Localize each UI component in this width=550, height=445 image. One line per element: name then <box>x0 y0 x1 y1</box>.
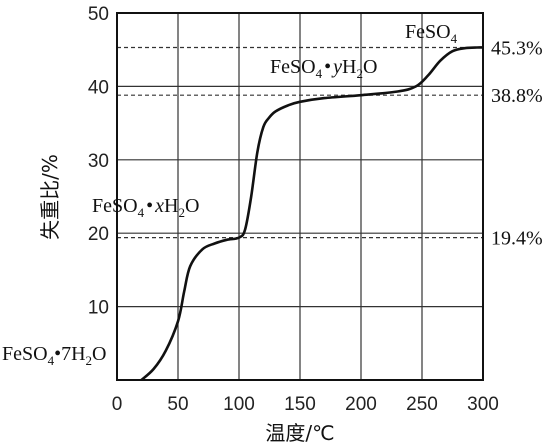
y-tick-label: 40 <box>88 77 109 98</box>
x-tick-label: 300 <box>467 394 499 415</box>
annotation-heptahydrate: FeSO4•7H2O <box>2 343 106 368</box>
reference-lines <box>117 46 483 239</box>
x-tick-label: 200 <box>345 394 377 415</box>
grid <box>117 13 483 380</box>
x-tick-label: 0 <box>112 394 123 415</box>
annotation-y-hydrate: FeSO4 • yH2O <box>270 56 377 81</box>
plot-frame <box>116 12 484 381</box>
y-axis-label: 失重比/% <box>38 154 62 240</box>
annotation-anhydrous: FeSO4 <box>405 21 458 46</box>
x-tick-label: 150 <box>284 394 316 415</box>
reference-label: 38.8% <box>491 85 543 107</box>
x-tick-label: 100 <box>223 394 255 415</box>
x-tick-labels: 0 50 100 150 200 250 300 <box>112 394 499 415</box>
reference-label: 19.4% <box>491 228 543 250</box>
y-tick-label: 20 <box>88 224 109 245</box>
annotation-x-hydrate: FeSO4 • xH2O <box>92 195 199 220</box>
y-tick-label: 10 <box>88 298 109 319</box>
y-tick-label: 50 <box>88 4 109 25</box>
reference-labels: 45.3% 38.8% 19.4% <box>491 37 543 249</box>
y-tick-labels: 10 20 30 40 50 <box>88 4 109 319</box>
x-tick-label: 50 <box>167 394 188 415</box>
x-tick-label: 250 <box>406 394 438 415</box>
y-tick-label: 30 <box>88 151 109 172</box>
x-axis-label: 温度/℃ <box>265 421 334 445</box>
reference-label: 45.3% <box>491 37 543 59</box>
series-line <box>140 46 484 381</box>
